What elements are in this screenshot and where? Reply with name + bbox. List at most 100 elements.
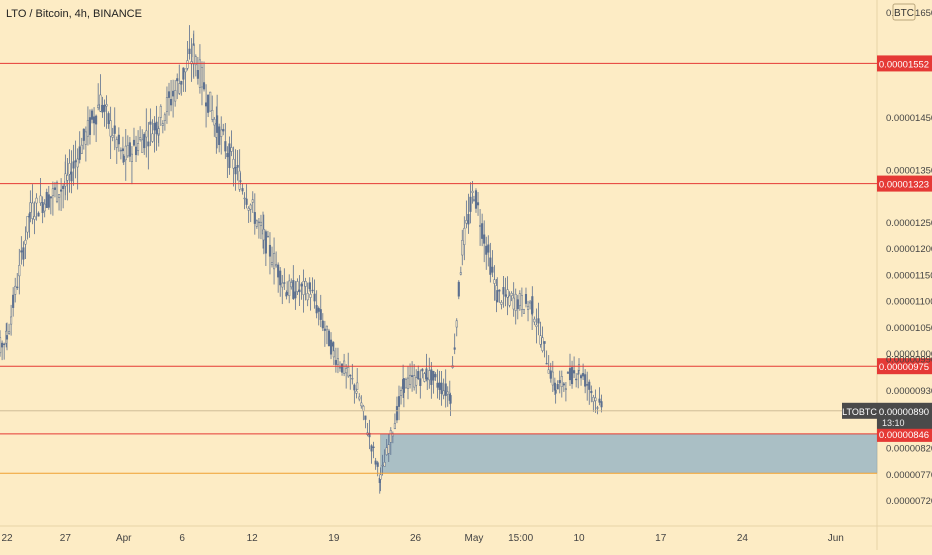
- candle-body: [111, 135, 114, 138]
- candle-body: [90, 110, 94, 120]
- currency-badge[interactable]: [892, 3, 916, 21]
- candle-body: [230, 147, 233, 152]
- candle-body: [356, 382, 359, 390]
- candle-body: [472, 199, 475, 201]
- candle-body: [351, 377, 354, 380]
- candle-body: [121, 148, 124, 152]
- candle-body: [485, 245, 488, 255]
- candle-body: [575, 378, 578, 381]
- candle-body: [577, 373, 580, 375]
- candle-body: [590, 390, 593, 394]
- candle-body: [29, 202, 32, 213]
- candle-body: [479, 225, 482, 227]
- candle-body: [24, 239, 27, 245]
- candle-body: [374, 460, 377, 465]
- candle-body: [268, 244, 272, 257]
- candle-body: [126, 145, 129, 157]
- candle-body: [411, 375, 414, 377]
- candle-body: [66, 175, 69, 181]
- candle-body: [381, 464, 384, 467]
- candle-body: [383, 462, 386, 467]
- candle-body: [95, 115, 98, 125]
- candle-body: [336, 358, 340, 365]
- candle-body: [547, 369, 550, 374]
- candle-body: [434, 374, 437, 378]
- candle-body: [220, 129, 223, 137]
- candle-body: [8, 331, 11, 334]
- candle-body: [161, 123, 164, 126]
- candle-body: [16, 286, 19, 289]
- candle-body: [526, 305, 530, 310]
- time-axis-label: 6: [179, 533, 185, 544]
- candle-body: [560, 376, 563, 387]
- candle-body: [533, 318, 536, 323]
- price-axis-tick-label: 0.00001100: [886, 297, 932, 308]
- candle-body: [549, 370, 552, 379]
- candle-body: [143, 134, 146, 149]
- level-price-tag: [877, 55, 932, 72]
- demand-zone: [380, 433, 878, 474]
- candle-body: [332, 350, 335, 358]
- candle-body: [520, 295, 523, 310]
- ticker-tag[interactable]: [842, 402, 877, 419]
- candle-body: [39, 195, 42, 204]
- candle-body: [55, 182, 59, 202]
- candle-body: [551, 371, 554, 386]
- candle-body: [76, 158, 79, 168]
- candle-body: [347, 366, 350, 377]
- price-axis-tick-label: 0.00001000: [886, 349, 932, 360]
- candle-body: [194, 56, 197, 66]
- candle-body: [582, 373, 585, 377]
- candle-body: [481, 223, 484, 239]
- candle-body: [387, 444, 390, 454]
- candle-body: [182, 67, 185, 80]
- candle-body: [349, 374, 352, 377]
- candle-body: [3, 343, 6, 346]
- candle-body: [596, 407, 599, 409]
- candle-body: [319, 309, 322, 320]
- candle-body: [20, 250, 23, 253]
- candle-body: [402, 378, 405, 393]
- candle-body: [130, 153, 133, 163]
- candle-body: [22, 247, 25, 260]
- candle-body: [376, 462, 379, 467]
- candle-body: [184, 68, 187, 73]
- candle-body: [438, 382, 441, 390]
- candle-body: [151, 133, 154, 142]
- candle-body: [62, 185, 65, 189]
- candle-body: [45, 191, 48, 208]
- candle-body: [539, 335, 542, 345]
- candle-body: [577, 364, 581, 371]
- candle-body: [300, 283, 303, 287]
- candle-body: [304, 281, 307, 287]
- candle-body: [327, 330, 331, 347]
- candle-body: [109, 120, 112, 137]
- candle-body: [286, 291, 289, 296]
- candle-body: [262, 228, 265, 241]
- candle-body: [275, 264, 278, 267]
- candle-body: [491, 266, 494, 273]
- level-price-tag: [877, 425, 932, 442]
- current-price-tag: [877, 402, 932, 429]
- price-axis-tick-label: 0.00000770: [886, 470, 932, 481]
- candle-body: [174, 90, 177, 102]
- candle-body: [504, 294, 507, 297]
- candle-body: [432, 370, 435, 381]
- candle-body: [358, 396, 361, 400]
- candle-body: [149, 121, 152, 125]
- candle-body: [500, 302, 503, 305]
- candle-body: [119, 149, 122, 152]
- level-price-label: 0.00001552: [879, 59, 929, 70]
- candle-body: [598, 398, 601, 403]
- candle-body: [251, 199, 254, 203]
- candle-body: [592, 396, 595, 402]
- candle-body: [512, 297, 515, 310]
- candle-body: [74, 160, 77, 163]
- level-price-label: 0.00000846: [879, 430, 929, 441]
- candle-body: [442, 390, 445, 396]
- candle-body: [345, 368, 348, 374]
- candle-body: [541, 337, 544, 351]
- candle-body: [60, 189, 63, 192]
